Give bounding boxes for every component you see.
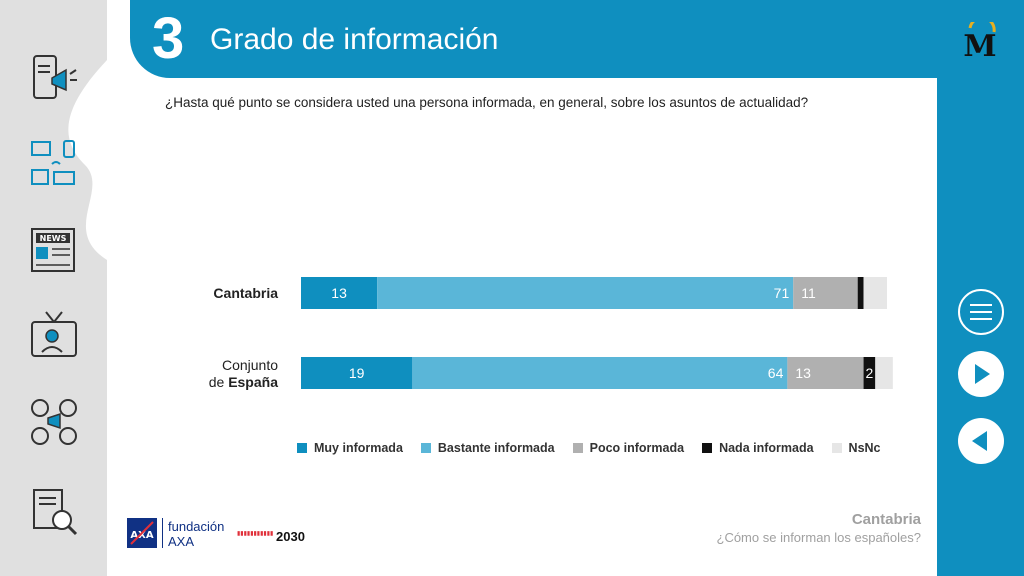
prev-button[interactable] [958,418,1004,464]
svg-text:NEWS: NEWS [40,234,67,243]
document-search-icon[interactable] [28,486,80,538]
next-button[interactable] [958,351,1004,397]
devices-icon[interactable] [28,138,80,190]
header-band [130,0,937,78]
legend-label: Nada informada [719,441,814,455]
bar-data-label: 13 [331,285,347,301]
logo-separator [162,518,163,548]
legend-label: Poco informada [589,441,685,455]
tv-presenter-icon[interactable] [28,310,80,362]
footer-subtitle: ¿Cómo se informan los españoles? [716,530,922,545]
bar-segment [412,357,788,389]
footer-region: Cantabria [851,511,921,528]
agenda-year: 2030 [276,529,305,544]
legend-item: Nada informada [702,441,814,455]
menu-icon [970,304,992,320]
legend-item: Poco informada [572,441,685,455]
legend-item: Muy informada [297,441,403,455]
row-label-cantabria: Cantabria [213,285,278,301]
legend-swatch [420,443,431,453]
bar-data-label: 71 [774,285,790,301]
legend-item: Bastante informada [420,441,555,455]
smartphone-megaphone-icon[interactable] [28,52,80,104]
axa-logo-icon: AXA [130,521,154,545]
legend-swatch [572,443,583,453]
legend-item: NsNc [831,441,881,455]
brand-logo-icon: M [963,22,997,60]
bar-data-label: 2 [866,365,874,381]
survey-question: ¿Hasta qué punto se considera usted una … [165,95,809,110]
bar-segment [793,277,858,309]
sidebar-wave [68,60,107,260]
bar-segment [863,357,876,389]
right-sidebar [937,0,1024,576]
legend-label: NsNc [848,441,881,455]
bar-data-label: 19 [349,365,365,381]
legend-swatch [702,443,713,453]
prev-arrow-icon [972,431,987,451]
axa-logo: AXA [127,518,157,548]
bar-segment [875,357,893,389]
social-media-icon[interactable] [28,396,80,448]
svg-text:M: M [963,29,996,60]
bar-segment [301,357,413,389]
row-label-espana: Conjunto de España [208,357,278,390]
page-title: Grado de información [210,23,499,56]
legend-label: Bastante informada [437,441,555,455]
menu-button[interactable] [958,289,1004,335]
sponsor-name: fundación AXA [168,519,225,549]
agenda-logo: ▮▮▮▮▮▮▮▮▮▮▮ [237,531,274,537]
section-number: 3 [152,6,185,71]
bar-segment [787,357,864,389]
svg-text:AXA: AXA [130,530,153,541]
bar-segment [377,277,794,309]
legend-swatch [831,443,842,453]
chart-legend: Muy informada Bastante informada Poco in… [297,441,881,455]
bar-data-label: 11 [801,285,816,301]
next-arrow-icon [975,364,990,384]
bar-data-label: 13 [795,365,811,381]
bar-segment [301,277,378,309]
legend-label: Muy informada [314,441,403,455]
bar-segment [863,277,887,309]
bar-data-label: 64 [768,365,784,381]
newspaper-icon[interactable]: NEWS [28,225,80,277]
legend-swatch [297,443,307,453]
bar-segment [857,277,864,309]
